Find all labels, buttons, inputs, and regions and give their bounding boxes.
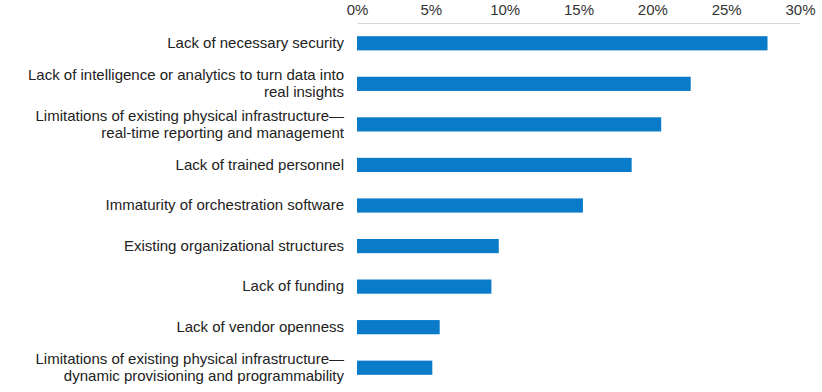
bar [357, 280, 491, 294]
label-line: Lack of intelligence or analytics to tur… [28, 66, 344, 83]
bar [357, 361, 432, 375]
category-label: Lack of necessary security [167, 34, 344, 51]
tick: 20% [638, 1, 668, 23]
category-label: Lack of trained personnel [176, 156, 344, 173]
label-line: dynamic provisioning and programmability [64, 367, 345, 384]
tick: Lack of trained personnel [176, 156, 344, 173]
label-line: Lack of necessary security [167, 34, 344, 51]
tick: 5% [420, 1, 442, 23]
tick: Lack of necessary security [167, 34, 344, 51]
tick: 15% [564, 1, 594, 23]
tick-label: 30% [785, 1, 815, 18]
axis-line [358, 23, 801, 24]
category-label: Lack of funding [242, 277, 344, 294]
bar [357, 158, 632, 172]
category-label: Lack of intelligence or analytics to tur… [28, 66, 344, 100]
tick: Limitations of existing physical infrast… [36, 350, 345, 384]
tick: 0% [347, 1, 369, 23]
bar [357, 77, 691, 91]
label-line: Lack of trained personnel [176, 156, 344, 173]
category-label: Immaturity of orchestration software [106, 196, 344, 213]
category-label: Limitations of existing physical infrast… [36, 350, 345, 384]
label-line: real-time reporting and management [101, 124, 344, 141]
tick: Immaturity of orchestration software [106, 196, 344, 213]
tick: 10% [490, 1, 520, 23]
tick: Lack of funding [242, 277, 344, 294]
bar [357, 198, 583, 212]
chart: 0% 5% 10% 15% 20% 25% 30% Lack of necessary sec… [0, 0, 822, 392]
bar [357, 239, 499, 253]
label-line: Lack of funding [242, 277, 344, 294]
bar [357, 320, 440, 334]
tick-label: 0% [347, 1, 369, 18]
tick-label: 5% [420, 1, 442, 18]
tick: Limitations of existing physical infrast… [36, 107, 345, 141]
tick-label: 25% [712, 1, 742, 18]
tick: 25% [712, 1, 742, 23]
y-axis: Lack of necessary security Lack of intell… [28, 34, 345, 384]
tick: Existing organizational structures [124, 237, 344, 254]
label-line: real insights [264, 83, 344, 100]
label-line: Immaturity of orchestration software [106, 196, 344, 213]
bar [357, 36, 768, 50]
bars [357, 36, 768, 375]
tick-label: 15% [564, 1, 594, 18]
label-line: Limitations of existing physical infrast… [36, 350, 344, 367]
tick: Lack of intelligence or analytics to tur… [28, 66, 344, 100]
tick-label: 10% [490, 1, 520, 18]
label-line: Limitations of existing physical infrast… [36, 107, 344, 124]
category-label: Existing organizational structures [124, 237, 344, 254]
label-line: Lack of vendor openness [176, 318, 344, 335]
tick: 30% [785, 1, 815, 23]
tick: Lack of vendor openness [176, 318, 344, 335]
category-label: Limitations of existing physical infrast… [36, 107, 345, 141]
category-label: Lack of vendor openness [176, 318, 344, 335]
tick-label: 20% [638, 1, 668, 18]
label-line: Existing organizational structures [124, 237, 344, 254]
x-axis: 0% 5% 10% 15% 20% 25% 30% [347, 1, 816, 24]
bar [357, 117, 661, 131]
